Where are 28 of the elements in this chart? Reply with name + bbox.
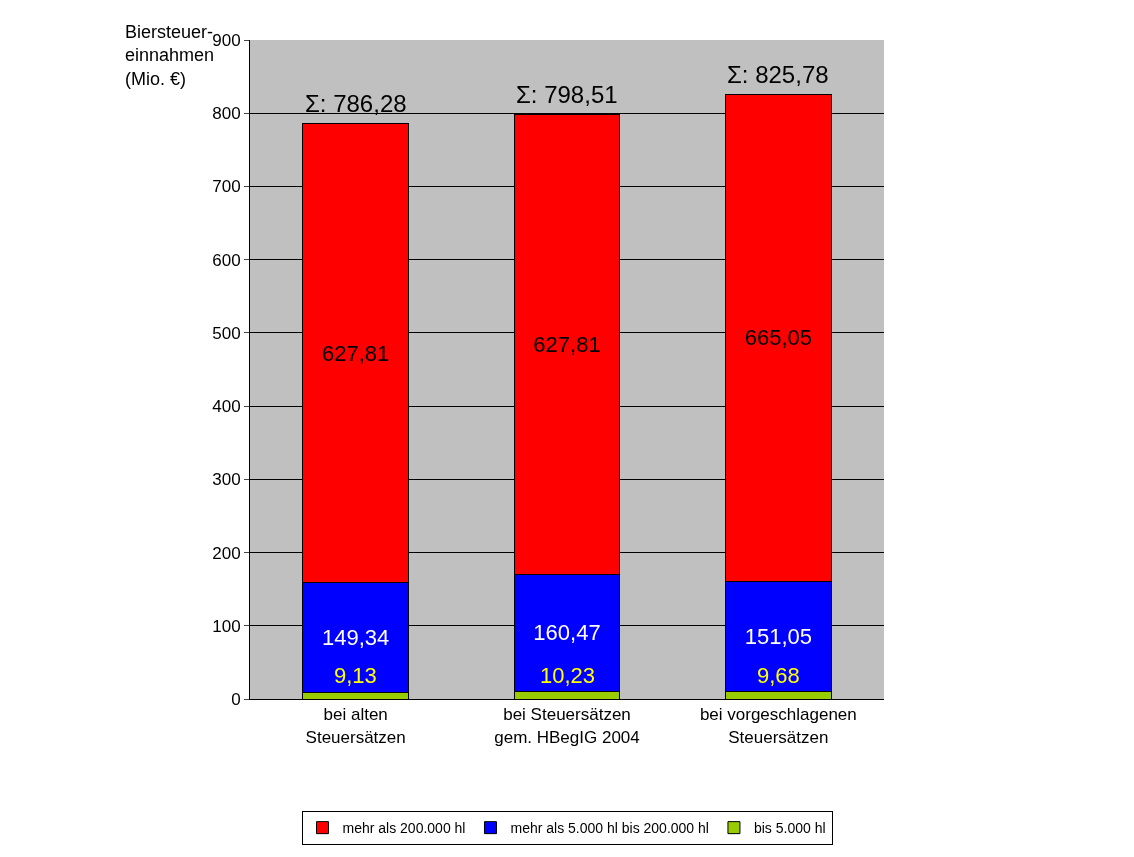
y-tick-label: 600 xyxy=(212,250,241,270)
data-label: 10,23 xyxy=(540,663,596,688)
legend-label: bis 5.000 hl xyxy=(753,820,826,837)
y-tick-label: 500 xyxy=(212,323,241,343)
x-tick-label: bei Steuersätzen gem. HBegIG 2004 xyxy=(494,705,640,747)
data-label: 9,68 xyxy=(757,663,800,688)
data-label: 160,47 xyxy=(533,620,601,646)
y-tick-label: 700 xyxy=(212,177,241,197)
total-label: Σ: 798,51 xyxy=(516,81,618,108)
y-tick-label: 200 xyxy=(212,543,241,563)
total-label: Σ: 825,78 xyxy=(727,61,829,88)
y-tick-label: 800 xyxy=(212,104,241,124)
y-tick-label: 300 xyxy=(212,470,241,490)
y-tick-label: 100 xyxy=(212,616,241,636)
legend-label: mehr als 200.000 hl xyxy=(342,820,466,837)
data-label: 627,81 xyxy=(533,331,601,357)
x-tick-label: bei vorgeschlagenen Steuersätzen xyxy=(699,705,857,747)
y-tick-label: 400 xyxy=(212,397,241,417)
total-label: Σ: 786,28 xyxy=(305,90,407,117)
legend-label: mehr als 5.000 hl bis 200.000 hl xyxy=(510,820,709,837)
data-label: 9,13 xyxy=(334,663,377,688)
data-label: 151,05 xyxy=(744,624,812,650)
y-tick-label: 900 xyxy=(212,30,241,50)
y-tick-label: 0 xyxy=(231,689,241,709)
data-label: 627,81 xyxy=(322,340,390,366)
data-label: 665,05 xyxy=(744,325,812,351)
x-tick-label: bei alten Steuersätzen xyxy=(305,705,406,747)
data-label: 149,34 xyxy=(322,625,390,651)
